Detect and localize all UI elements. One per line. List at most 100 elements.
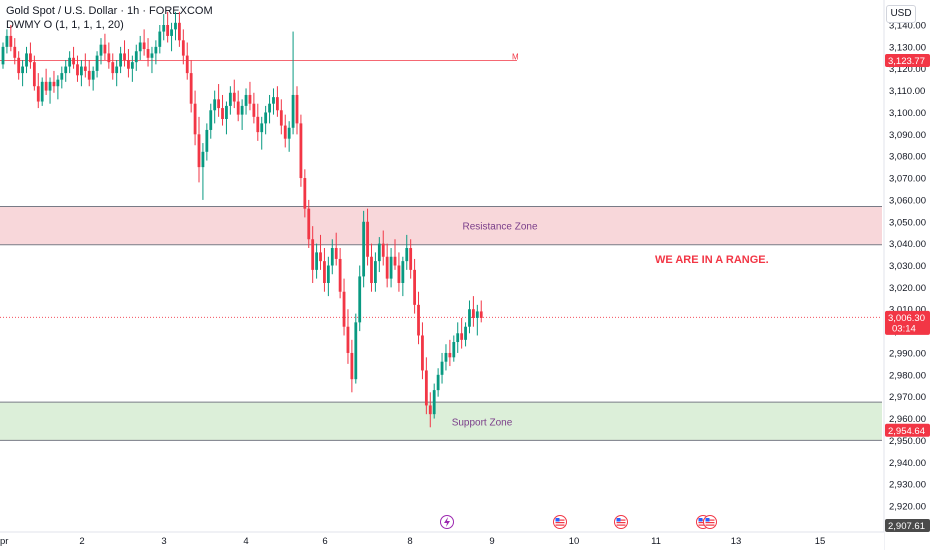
price-tick-label: 3,010.00 (889, 305, 926, 316)
candle (236, 101, 240, 115)
indicator-title: DWMY O (1, 1, 1, 1, 20) (6, 19, 124, 31)
candle (170, 29, 173, 36)
candle (291, 94, 295, 128)
flag-stripe (705, 524, 715, 526)
flag-stripe (616, 522, 626, 524)
price-tick-label: 2,930.00 (889, 480, 926, 491)
candle (240, 105, 244, 115)
candle (44, 81, 48, 91)
candle (209, 110, 213, 130)
candle (323, 261, 326, 283)
resistance-zone (0, 206, 882, 245)
monthly-open-marker: M (512, 52, 519, 61)
candle (5, 35, 9, 47)
candle (80, 66, 83, 76)
price-axis[interactable]: 3,140.00 3,130.00 3,120.00 3,110.00 3,100.00… (883, 0, 932, 550)
current-price-badge-bg (885, 310, 930, 335)
flag-stripe (698, 524, 708, 526)
chart-legend: Gold Spot / U.S. Dollar · 1h · FOREXCOM … (6, 4, 213, 32)
candle (354, 322, 358, 380)
candle (9, 35, 13, 47)
price-axis-bg (884, 0, 932, 550)
candle (401, 261, 405, 283)
annotations-layer: Resistance Zone Support Zone WE ARE IN A… (452, 52, 769, 428)
candle (111, 62, 115, 74)
candle (87, 70, 91, 80)
candle (193, 103, 197, 135)
flag-stripe (555, 524, 565, 526)
flag-stripe (555, 522, 565, 524)
time-tick-label: 2 (79, 536, 84, 547)
flag-stripe (705, 522, 715, 524)
candle (307, 208, 311, 240)
candle (228, 92, 232, 106)
time-axis-bg (0, 532, 884, 550)
candle (448, 352, 452, 358)
candle (158, 31, 162, 47)
last-visible-badge: 2,907.61 (888, 521, 925, 532)
candle (475, 311, 479, 318)
candle (260, 123, 264, 133)
current-price-badge: 3,006.30 (888, 313, 925, 324)
flag-stripe (616, 524, 626, 526)
candle (142, 42, 146, 50)
candle (68, 57, 72, 67)
candle (295, 94, 299, 124)
candle (225, 105, 228, 120)
candle (276, 97, 279, 111)
candle (138, 42, 142, 52)
candle (444, 352, 448, 362)
candle (315, 252, 318, 270)
candle (162, 25, 166, 32)
candle (64, 66, 68, 74)
price-tick-label: 3,030.00 (889, 261, 926, 272)
candle (432, 390, 436, 415)
flag-stripe (616, 519, 626, 521)
candle (440, 361, 444, 375)
candle (123, 53, 126, 60)
candle (17, 57, 21, 74)
candle (456, 333, 460, 343)
candle (56, 79, 60, 87)
monthly-open-badge: 3,123.77 (888, 56, 925, 67)
support-zone-label: Support Zone (452, 417, 513, 428)
symbol-title: Gold Spot / U.S. Dollar · 1h · FOREXCOM (6, 5, 213, 17)
support-badge: 2,954.64 (888, 426, 925, 437)
flag-stripe (698, 519, 708, 521)
candle (134, 51, 138, 63)
candle (299, 123, 303, 179)
candle (221, 108, 224, 120)
candle (174, 22, 177, 30)
time-tick-label: 4 (243, 536, 248, 547)
monthly-open-badge-bg (885, 53, 930, 67)
candle (428, 405, 432, 415)
candle (13, 46, 17, 58)
flag-stripe (698, 522, 708, 524)
time-tick-label: pr (0, 536, 8, 547)
candle (413, 269, 416, 305)
candle (29, 53, 32, 63)
candle (472, 309, 475, 318)
candle (452, 342, 456, 358)
candle (115, 66, 119, 74)
candle (205, 129, 209, 152)
candle (405, 248, 409, 262)
candle (107, 53, 111, 63)
price-tick-label: 3,140.00 (889, 21, 926, 32)
candle (268, 103, 271, 113)
time-axis[interactable]: pr 2 3 4 6 8 9 10 11 13 15 (0, 531, 884, 550)
candle (21, 66, 24, 74)
candle (146, 49, 150, 58)
price-tick-label: 3,130.00 (889, 42, 926, 53)
currency-button[interactable]: USD (886, 5, 916, 23)
bar-countdown: 03:14 (892, 323, 916, 334)
candle (36, 86, 40, 102)
price-tick-label: 2,920.00 (889, 502, 926, 513)
support-zone (0, 402, 882, 441)
price-tick-label: 3,040.00 (889, 239, 926, 250)
price-tick-label: 3,120.00 (889, 64, 926, 75)
candle (319, 252, 322, 262)
candle (60, 73, 64, 80)
candle (436, 374, 440, 391)
